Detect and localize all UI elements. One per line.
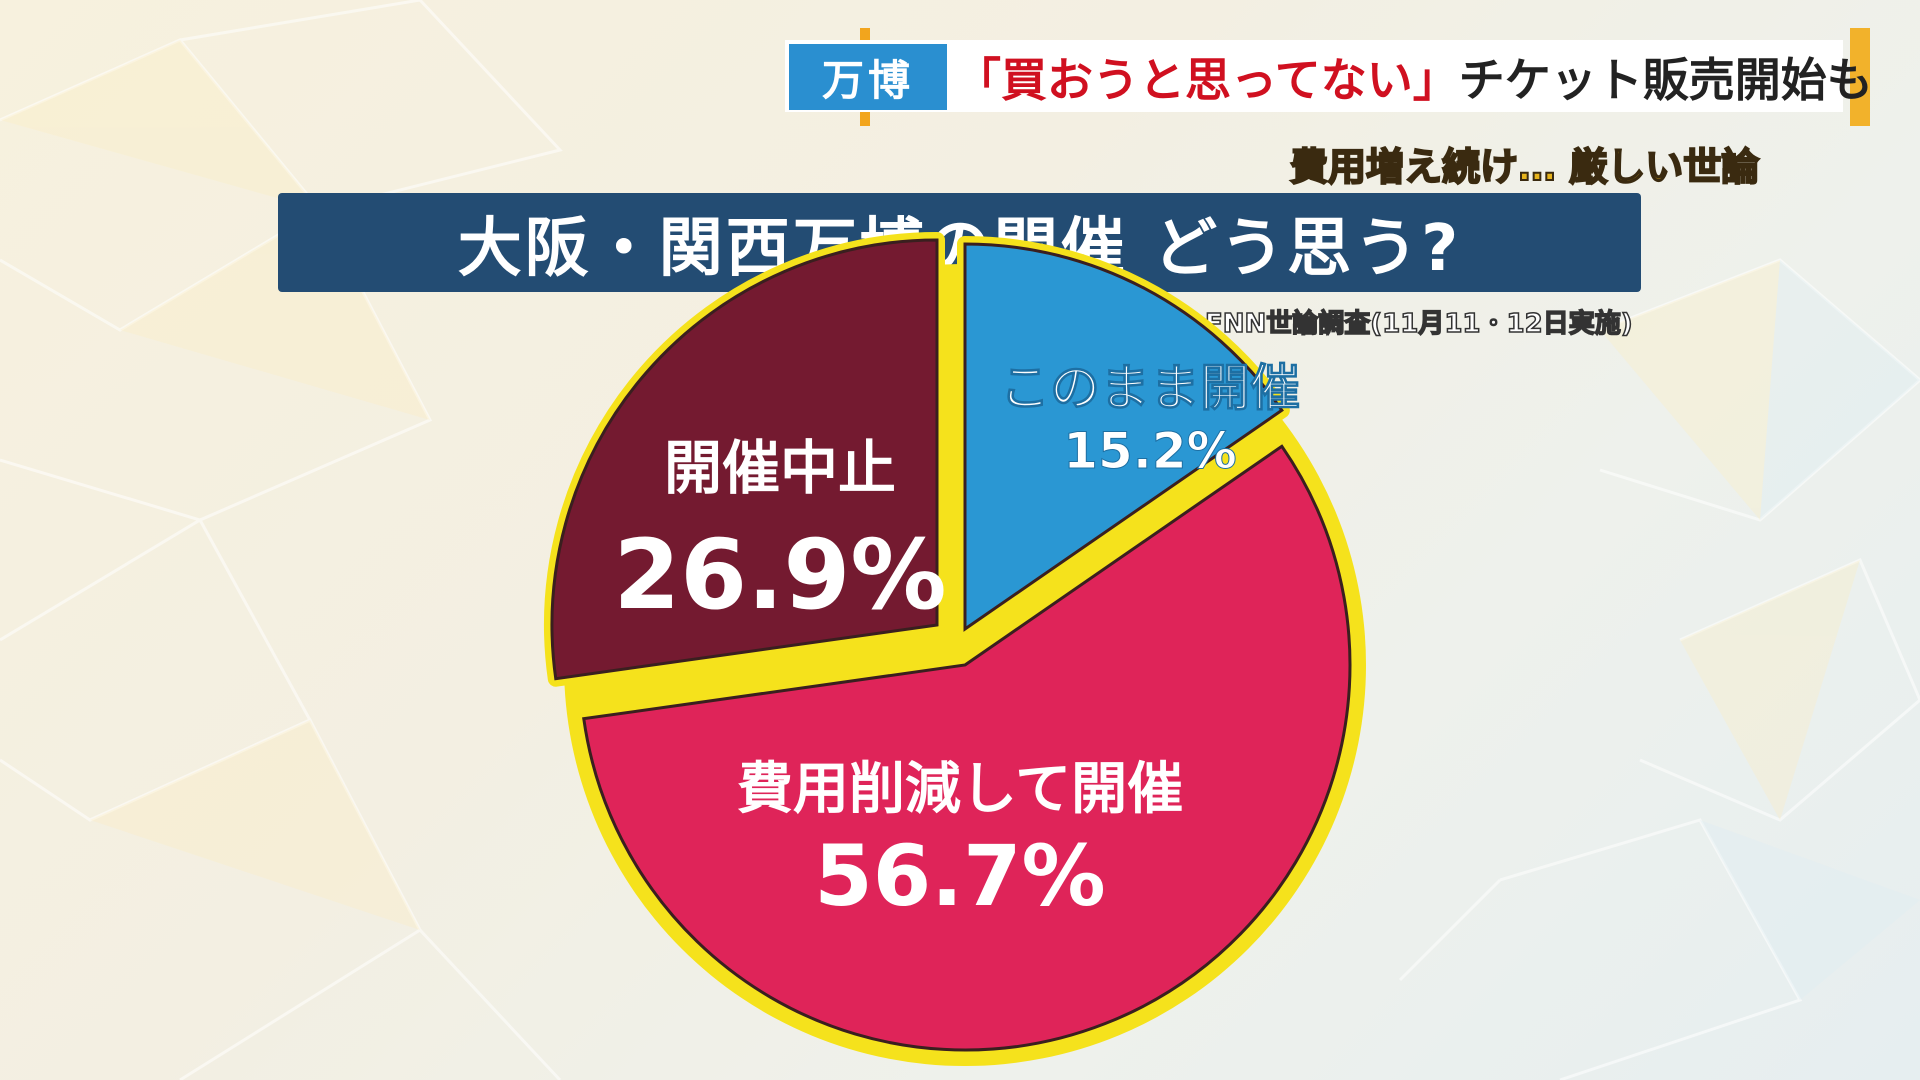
slice-value: 15.2% <box>1063 422 1236 480</box>
slice-label: このまま開催 <box>1000 359 1300 417</box>
ticker-accent-right <box>1850 28 1870 126</box>
headline-quote: 「買おうと思ってない」 <box>955 53 1459 107</box>
headline: 「買おうと思ってない」 チケット販売開始も <box>955 42 1873 112</box>
headline-rest: チケット販売開始も <box>1458 53 1873 107</box>
pie-slice-group <box>582 444 1352 1052</box>
pie-slice <box>963 242 1284 632</box>
slice-label: 費用削減して開催 <box>737 757 1183 822</box>
pie-slice <box>582 444 1352 1052</box>
subheadline: 費用増え続け… 厳しい世論 <box>1289 144 1760 190</box>
pie-slice-group <box>544 232 945 687</box>
news-ticker: 万博 「買おうと思ってない」 チケット販売開始も <box>785 28 1873 126</box>
slice-label: 開催中止 <box>664 434 896 502</box>
slice-value: 26.9% <box>613 519 946 631</box>
ticker-banner <box>785 40 1843 112</box>
survey-source: FNN世論調査(11月11・12日実施) <box>1204 308 1633 340</box>
slice-value: 56.7% <box>814 827 1105 925</box>
topic-tag: 万博 <box>789 44 947 110</box>
pie-slice-group <box>957 236 1290 637</box>
pie-slice <box>550 238 939 681</box>
